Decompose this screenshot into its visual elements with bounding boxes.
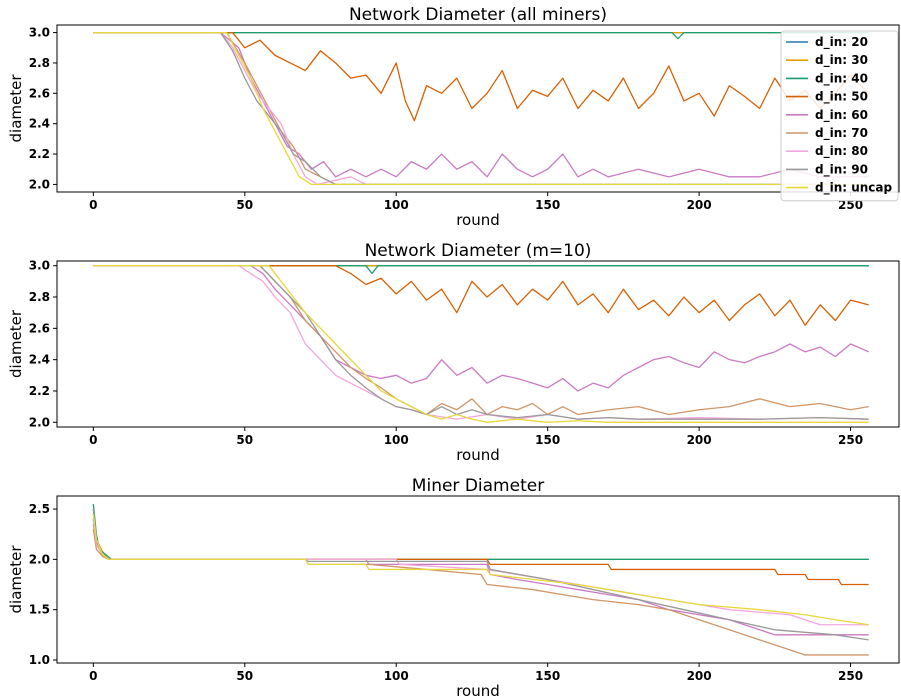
legend-item: d_in: 80	[786, 144, 868, 159]
series-line-d-in-uncap	[93, 31, 869, 186]
legend-label: d_in: 80	[815, 144, 868, 159]
y-axis-label: diameter	[7, 74, 25, 143]
panel-network-diameter-m10: 0 50 100 150 200 250 2.0 2.2 2.4 2.6 2.8 3.0 Network…	[7, 241, 900, 464]
legend-label: d_in: uncap	[815, 181, 893, 196]
y-tick-label: 2.5	[29, 502, 50, 516]
x-tick-label: 250	[838, 669, 863, 683]
x-tick-label: 150	[535, 198, 560, 212]
series-line-d-in-40	[93, 31, 869, 40]
series-line-d-in-90	[93, 31, 869, 186]
legend-item: d_in: 60	[786, 108, 868, 123]
x-tick-label: 50	[236, 669, 253, 683]
series-group	[93, 265, 869, 423]
y-tick-label: 2.8	[29, 56, 50, 70]
plot-frame	[56, 260, 900, 428]
x-tick-label: 200	[687, 198, 712, 212]
series-line-d-in-30	[92, 514, 869, 561]
x-tick-label: 250	[838, 198, 863, 212]
x-tick-label: 0	[89, 669, 97, 683]
legend-label: d_in: 90	[815, 162, 868, 177]
y-tick-label: 1.5	[29, 603, 50, 617]
series-line-d-in-60	[92, 524, 869, 636]
legend-label: d_in: 50	[815, 90, 868, 105]
series-line-d-in-40	[92, 503, 869, 561]
series-line-d-in-60	[93, 31, 869, 178]
series-line-d-in-70	[93, 265, 869, 416]
legend-label: d_in: 60	[815, 108, 868, 123]
legend-label: d_in: 40	[815, 71, 868, 86]
x-tick-label: 100	[384, 198, 409, 212]
series-line-d-in-60	[93, 265, 869, 392]
series-line-d-in-uncap	[92, 514, 869, 626]
y-tick-label: 2.6	[29, 321, 50, 335]
chart-title: Network Diameter (m=10)	[365, 241, 592, 261]
x-tick-label: 50	[236, 433, 253, 447]
panel-network-diameter-all-miners: 0 50 100 150 200 250 2.0 2.2 2.4 2.6 2.8 3.0 Network…	[7, 5, 900, 229]
x-tick-label: 150	[535, 433, 560, 447]
x-tick-label: 50	[236, 198, 253, 212]
x-tick-label: 0	[89, 433, 97, 447]
y-tick-label: 2.2	[29, 384, 50, 398]
legend-item: d_in: 30	[786, 53, 868, 68]
plot-frame	[56, 24, 900, 193]
y-axis-label: diameter	[7, 309, 25, 378]
series-line-d-in-80	[93, 31, 869, 186]
x-axis-label: round	[456, 682, 500, 699]
x-tick-label: 100	[384, 433, 409, 447]
x-tick-label: 0	[89, 198, 97, 212]
legend-item: d_in: 40	[786, 71, 868, 86]
y-tick-label: 2.4	[29, 117, 50, 131]
chart-title: Miner Diameter	[412, 476, 544, 496]
y-tick-label: 2.0	[29, 552, 50, 566]
series-line-d-in-70	[93, 31, 869, 186]
y-tick-label: 2.2	[29, 147, 50, 161]
series-line-d-in-70	[92, 529, 869, 656]
x-tick-label: 250	[838, 433, 863, 447]
y-tick-label: 2.4	[29, 353, 50, 367]
legend-label: d_in: 70	[815, 126, 868, 141]
legend-item: d_in: 70	[786, 126, 868, 141]
series-line-d-in-20	[92, 509, 869, 561]
x-tick-label: 200	[687, 433, 712, 447]
y-tick-label: 3.0	[29, 26, 50, 40]
x-tick-label: 200	[687, 669, 712, 683]
legend-item: d_in: 20	[786, 35, 868, 50]
x-tick-label: 150	[535, 669, 560, 683]
chart-title: Network Diameter (all miners)	[349, 5, 607, 25]
x-axis-label: round	[456, 446, 500, 464]
series-line-d-in-90	[93, 265, 869, 420]
y-tick-label: 2.6	[29, 86, 50, 100]
series-group	[93, 31, 870, 186]
series-line-d-in-80	[93, 265, 869, 420]
legend-item: d_in: uncap	[786, 181, 893, 196]
legend-label: d_in: 30	[815, 53, 868, 68]
series-group	[92, 503, 869, 656]
x-axis-label: round	[456, 211, 500, 229]
legend: d_in: 20 d_in: 30 d_in: 40 d_in: 50 d_in: 60…	[780, 30, 899, 202]
y-tick-label: 2.0	[29, 177, 50, 191]
legend-box	[780, 30, 899, 202]
series-line-d-in-40	[93, 265, 869, 275]
y-tick-label: 2.0	[29, 415, 50, 429]
legend-item: d_in: 50	[786, 90, 868, 105]
series-line-d-in-50	[93, 31, 870, 122]
plot-frame	[56, 495, 900, 664]
series-line-d-in-uncap	[93, 265, 869, 423]
y-tick-label: 1.0	[29, 653, 50, 667]
legend-item: d_in: 90	[786, 162, 868, 177]
y-tick-label: 2.8	[29, 290, 50, 304]
y-tick-label: 3.0	[29, 259, 50, 273]
series-line-d-in-50	[93, 265, 869, 326]
legend-label: d_in: 20	[815, 35, 868, 50]
panel-miner-diameter: 0 50 100 150 200 250 1.0 1.5 2.0 2.5 Miner Diamete…	[7, 476, 900, 699]
x-tick-label: 100	[384, 669, 409, 683]
y-axis-label: diameter	[7, 545, 25, 614]
